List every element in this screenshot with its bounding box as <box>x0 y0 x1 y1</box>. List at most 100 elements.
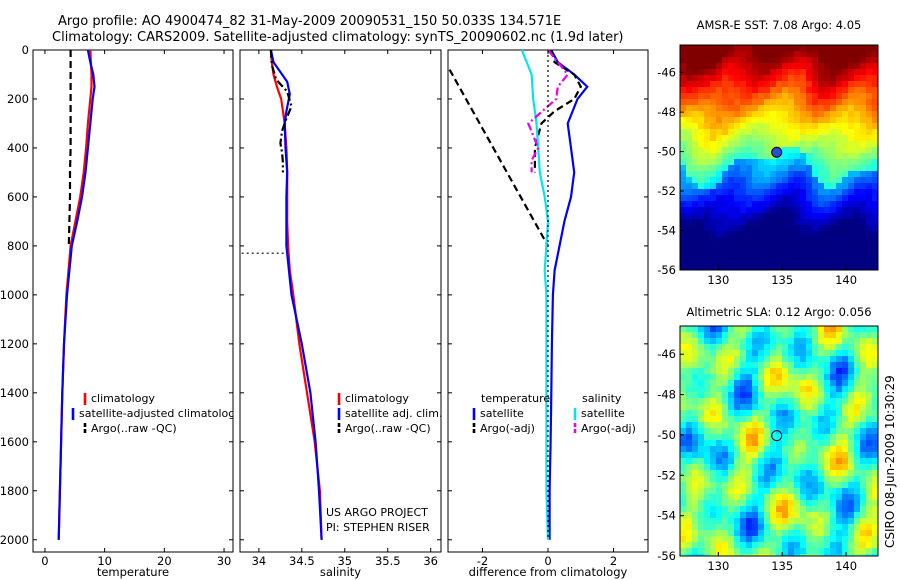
map-cell <box>716 141 723 148</box>
map-cell <box>770 99 777 106</box>
map-cell <box>800 153 807 160</box>
map-cell <box>794 51 801 58</box>
map-cell <box>818 530 825 537</box>
map-cell <box>872 201 878 208</box>
map-cell <box>848 392 855 399</box>
map-cell <box>764 374 771 381</box>
map-cell <box>782 159 789 166</box>
map-cell <box>872 141 878 148</box>
map-cell <box>680 458 687 465</box>
map-cell <box>692 404 699 411</box>
map-cell <box>716 111 723 118</box>
map-cell <box>698 368 705 375</box>
map-cell <box>692 99 699 106</box>
map-cell <box>800 261 807 268</box>
map-cell <box>686 452 693 459</box>
map-cell <box>758 111 765 118</box>
map-cell <box>716 470 723 477</box>
map-cell <box>836 147 843 154</box>
map-cell <box>806 368 813 375</box>
salinity-xtick-label: 35.5 <box>375 554 401 568</box>
map-cell <box>872 410 878 417</box>
map-cell <box>860 488 867 495</box>
map-cell <box>836 554 843 556</box>
map-cell <box>740 183 747 190</box>
map-cell <box>812 494 819 501</box>
map-cell <box>836 195 843 202</box>
map-cell <box>788 225 795 232</box>
map-cell <box>686 141 693 148</box>
map-cell <box>776 332 783 339</box>
map-cell <box>704 332 711 339</box>
map-cell <box>806 189 813 196</box>
map-cell <box>788 45 795 52</box>
map-cell <box>716 177 723 184</box>
map-cell <box>794 117 801 124</box>
map-cell <box>728 243 735 250</box>
map-cell <box>836 416 843 423</box>
map-cell <box>722 135 729 142</box>
map-cell <box>830 362 837 369</box>
map-cell <box>872 386 878 393</box>
map-cell <box>800 356 807 363</box>
map-cell <box>860 530 867 537</box>
map-cell <box>818 482 825 489</box>
map-cell <box>776 422 783 429</box>
map-cell <box>782 219 789 226</box>
map-cell <box>710 165 717 172</box>
map-cell <box>770 249 777 256</box>
map-cell <box>728 434 735 441</box>
map-cell <box>704 512 711 519</box>
map-cell <box>818 201 825 208</box>
map-cell <box>794 93 801 100</box>
map-cell <box>866 231 873 238</box>
map-cell <box>842 165 849 172</box>
map-cell <box>800 524 807 531</box>
map-cell <box>782 398 789 405</box>
map-cell <box>860 195 867 202</box>
map-cell <box>740 350 747 357</box>
map-cell <box>854 464 861 471</box>
map-cell <box>716 93 723 100</box>
map-cell <box>788 416 795 423</box>
map-cell <box>704 440 711 447</box>
map-cell <box>734 171 741 178</box>
map-cell <box>758 542 765 549</box>
map-cell <box>824 380 831 387</box>
map-cell <box>824 177 831 184</box>
map-cell <box>752 183 759 190</box>
map-cell <box>710 195 717 202</box>
map-cell <box>860 75 867 82</box>
map-cell <box>758 350 765 357</box>
map-cell <box>776 470 783 477</box>
map-cell <box>740 261 747 268</box>
map-cell <box>770 207 777 214</box>
map-cell <box>764 81 771 88</box>
depth-tick-label: 600 <box>7 190 29 204</box>
map-cell <box>812 45 819 52</box>
map-cell <box>692 69 699 76</box>
map-cell <box>824 338 831 345</box>
map-cell <box>818 255 825 262</box>
map-cell <box>686 255 693 262</box>
map-cell <box>728 237 735 244</box>
map-cell <box>872 338 878 345</box>
map-cell <box>686 147 693 154</box>
map-cell <box>782 201 789 208</box>
map-cell <box>794 123 801 130</box>
map-cell <box>722 530 729 537</box>
map-cell <box>860 249 867 256</box>
map-cell <box>818 225 825 232</box>
map-cell <box>866 75 873 82</box>
map-cell <box>734 458 741 465</box>
map-cell <box>848 195 855 202</box>
map-cell <box>722 57 729 64</box>
map-cell <box>704 542 711 549</box>
map-cell <box>752 476 759 483</box>
map-cell <box>836 362 843 369</box>
map-cell <box>716 332 723 339</box>
map-cell <box>740 554 747 556</box>
map-cell <box>716 225 723 232</box>
map-cell <box>776 45 783 52</box>
map-cell <box>848 183 855 190</box>
